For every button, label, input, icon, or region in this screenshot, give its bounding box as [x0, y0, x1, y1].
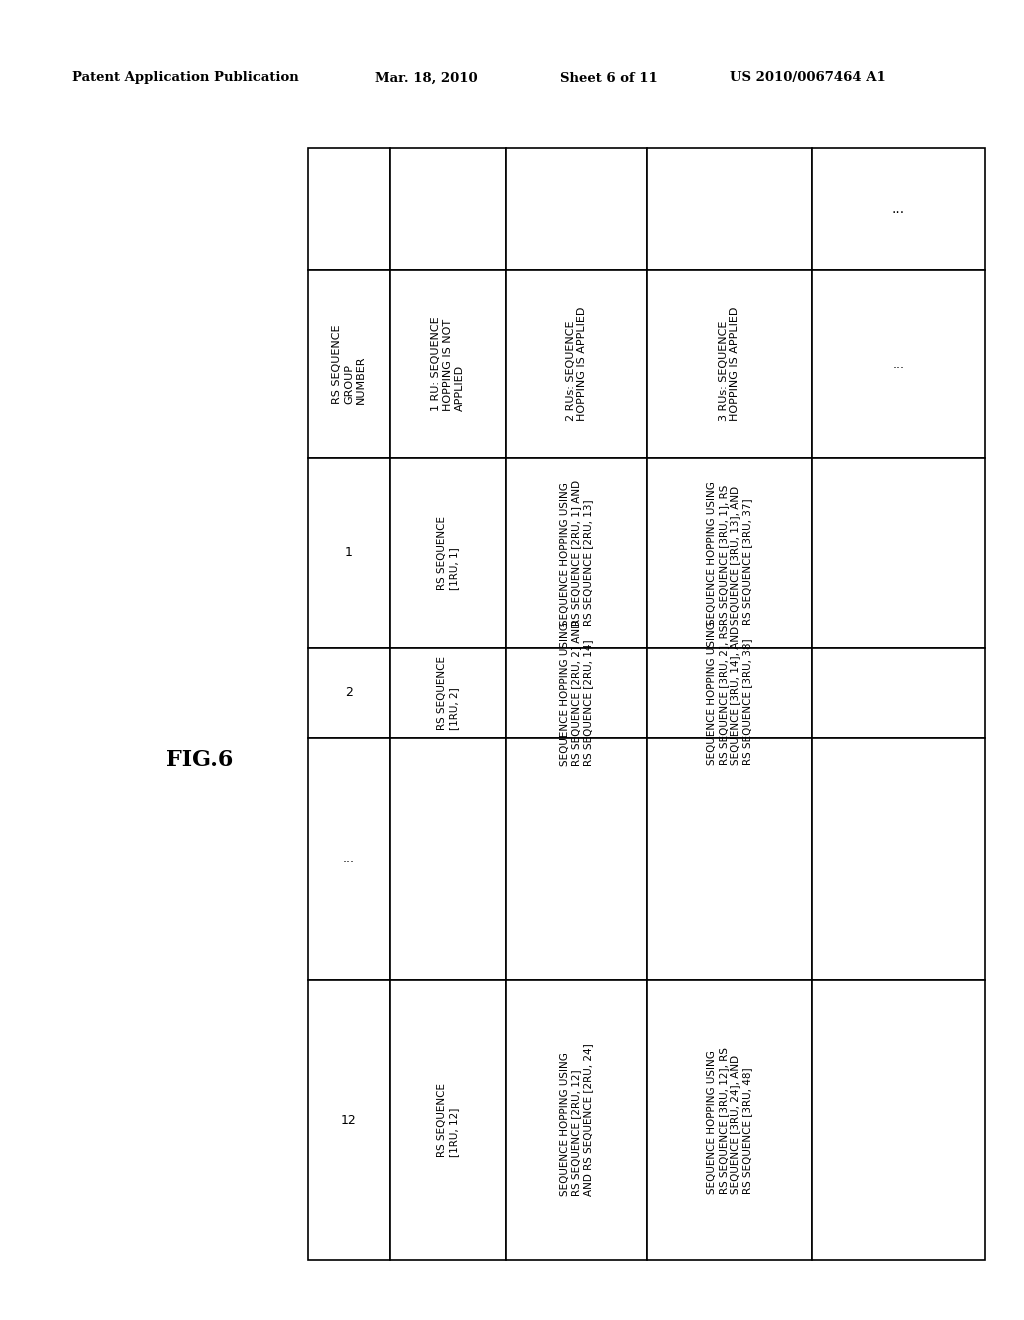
Text: SEQUENCE HOPPING USING
RS SEQUENCE [2RU, 2] AND
RS SEQUENCE [2RU, 14]: SEQUENCE HOPPING USING RS SEQUENCE [2RU,… [560, 620, 593, 766]
Text: RS SEQUENCE
[1RU, 1]: RS SEQUENCE [1RU, 1] [437, 516, 459, 590]
Text: SEQUENCE HOPPING USING
RS SEQUENCE [2RU, 1] AND
RS SEQUENCE [2RU, 13]: SEQUENCE HOPPING USING RS SEQUENCE [2RU,… [560, 480, 593, 626]
Bar [647, 648, 812, 738]
Text: 2 RUs: SEQUENCE
HOPPING IS APPLIED: 2 RUs: SEQUENCE HOPPING IS APPLIED [565, 306, 588, 421]
Bar [506, 148, 647, 271]
Bar [506, 458, 647, 648]
Bar [647, 738, 812, 979]
Text: FIG.6: FIG.6 [166, 748, 233, 771]
Text: 1: 1 [345, 546, 353, 560]
Bar [308, 648, 390, 738]
Text: SEQUENCE HOPPING USING
RS SEQUENCE [2RU, 12]
AND RS SEQUENCE [2RU, 24]: SEQUENCE HOPPING USING RS SEQUENCE [2RU,… [560, 1044, 593, 1196]
Text: 2: 2 [345, 686, 353, 700]
Text: Sheet 6 of 11: Sheet 6 of 11 [560, 71, 657, 84]
Bar [812, 648, 985, 738]
Bar [506, 648, 647, 738]
Bar [812, 979, 985, 1261]
Bar [647, 271, 812, 458]
Text: ...: ... [343, 853, 355, 866]
Bar [308, 738, 390, 979]
Bar [390, 148, 506, 271]
Bar [390, 738, 506, 979]
Bar [308, 148, 390, 271]
Text: SEQUENCE HOPPING USING
RS SEQUENCE [3RU, 12], RS
SEQUENCE [3RU, 24], AND
RS SEQU: SEQUENCE HOPPING USING RS SEQUENCE [3RU,… [708, 1047, 752, 1193]
Bar [812, 738, 985, 979]
Text: Patent Application Publication: Patent Application Publication [72, 71, 299, 84]
Bar [390, 979, 506, 1261]
Text: 1 RU: SEQUENCE
HOPPING IS NOT
APPLIED: 1 RU: SEQUENCE HOPPING IS NOT APPLIED [431, 317, 465, 412]
Bar [647, 458, 812, 648]
Bar [308, 979, 390, 1261]
Text: ...: ... [892, 202, 905, 216]
Text: RS SEQUENCE
[1RU, 2]: RS SEQUENCE [1RU, 2] [437, 656, 459, 730]
Text: SEQUENCE HOPPING USING
RS SEQUENCE [3RU, 2], RS
SEQUENCE [3RU, 14], AND
RS SEQUE: SEQUENCE HOPPING USING RS SEQUENCE [3RU,… [708, 622, 752, 764]
Bar [812, 148, 985, 271]
Bar [647, 148, 812, 271]
Bar [390, 271, 506, 458]
Bar [647, 979, 812, 1261]
Text: RS SEQUENCE
[1RU, 12]: RS SEQUENCE [1RU, 12] [437, 1082, 459, 1158]
Text: 12: 12 [341, 1114, 357, 1126]
Bar [390, 458, 506, 648]
Text: ...: ... [893, 358, 904, 371]
Bar [308, 458, 390, 648]
Text: SEQUENCE HOPPING USING
RS SEQUENCE [3RU, 1], RS
SEQUENCE [3RU, 13], AND
RS SEQUE: SEQUENCE HOPPING USING RS SEQUENCE [3RU,… [708, 480, 752, 624]
Text: US 2010/0067464 A1: US 2010/0067464 A1 [730, 71, 886, 84]
Bar [308, 271, 390, 458]
Bar [390, 648, 506, 738]
Text: 3 RUs: SEQUENCE
HOPPING IS APPLIED: 3 RUs: SEQUENCE HOPPING IS APPLIED [719, 306, 740, 421]
Bar [506, 271, 647, 458]
Bar [506, 979, 647, 1261]
Bar [812, 271, 985, 458]
Bar [506, 738, 647, 979]
Text: Mar. 18, 2010: Mar. 18, 2010 [375, 71, 477, 84]
Text: RS SEQUENCE
GROUP
NUMBER: RS SEQUENCE GROUP NUMBER [333, 325, 366, 404]
Bar [812, 458, 985, 648]
